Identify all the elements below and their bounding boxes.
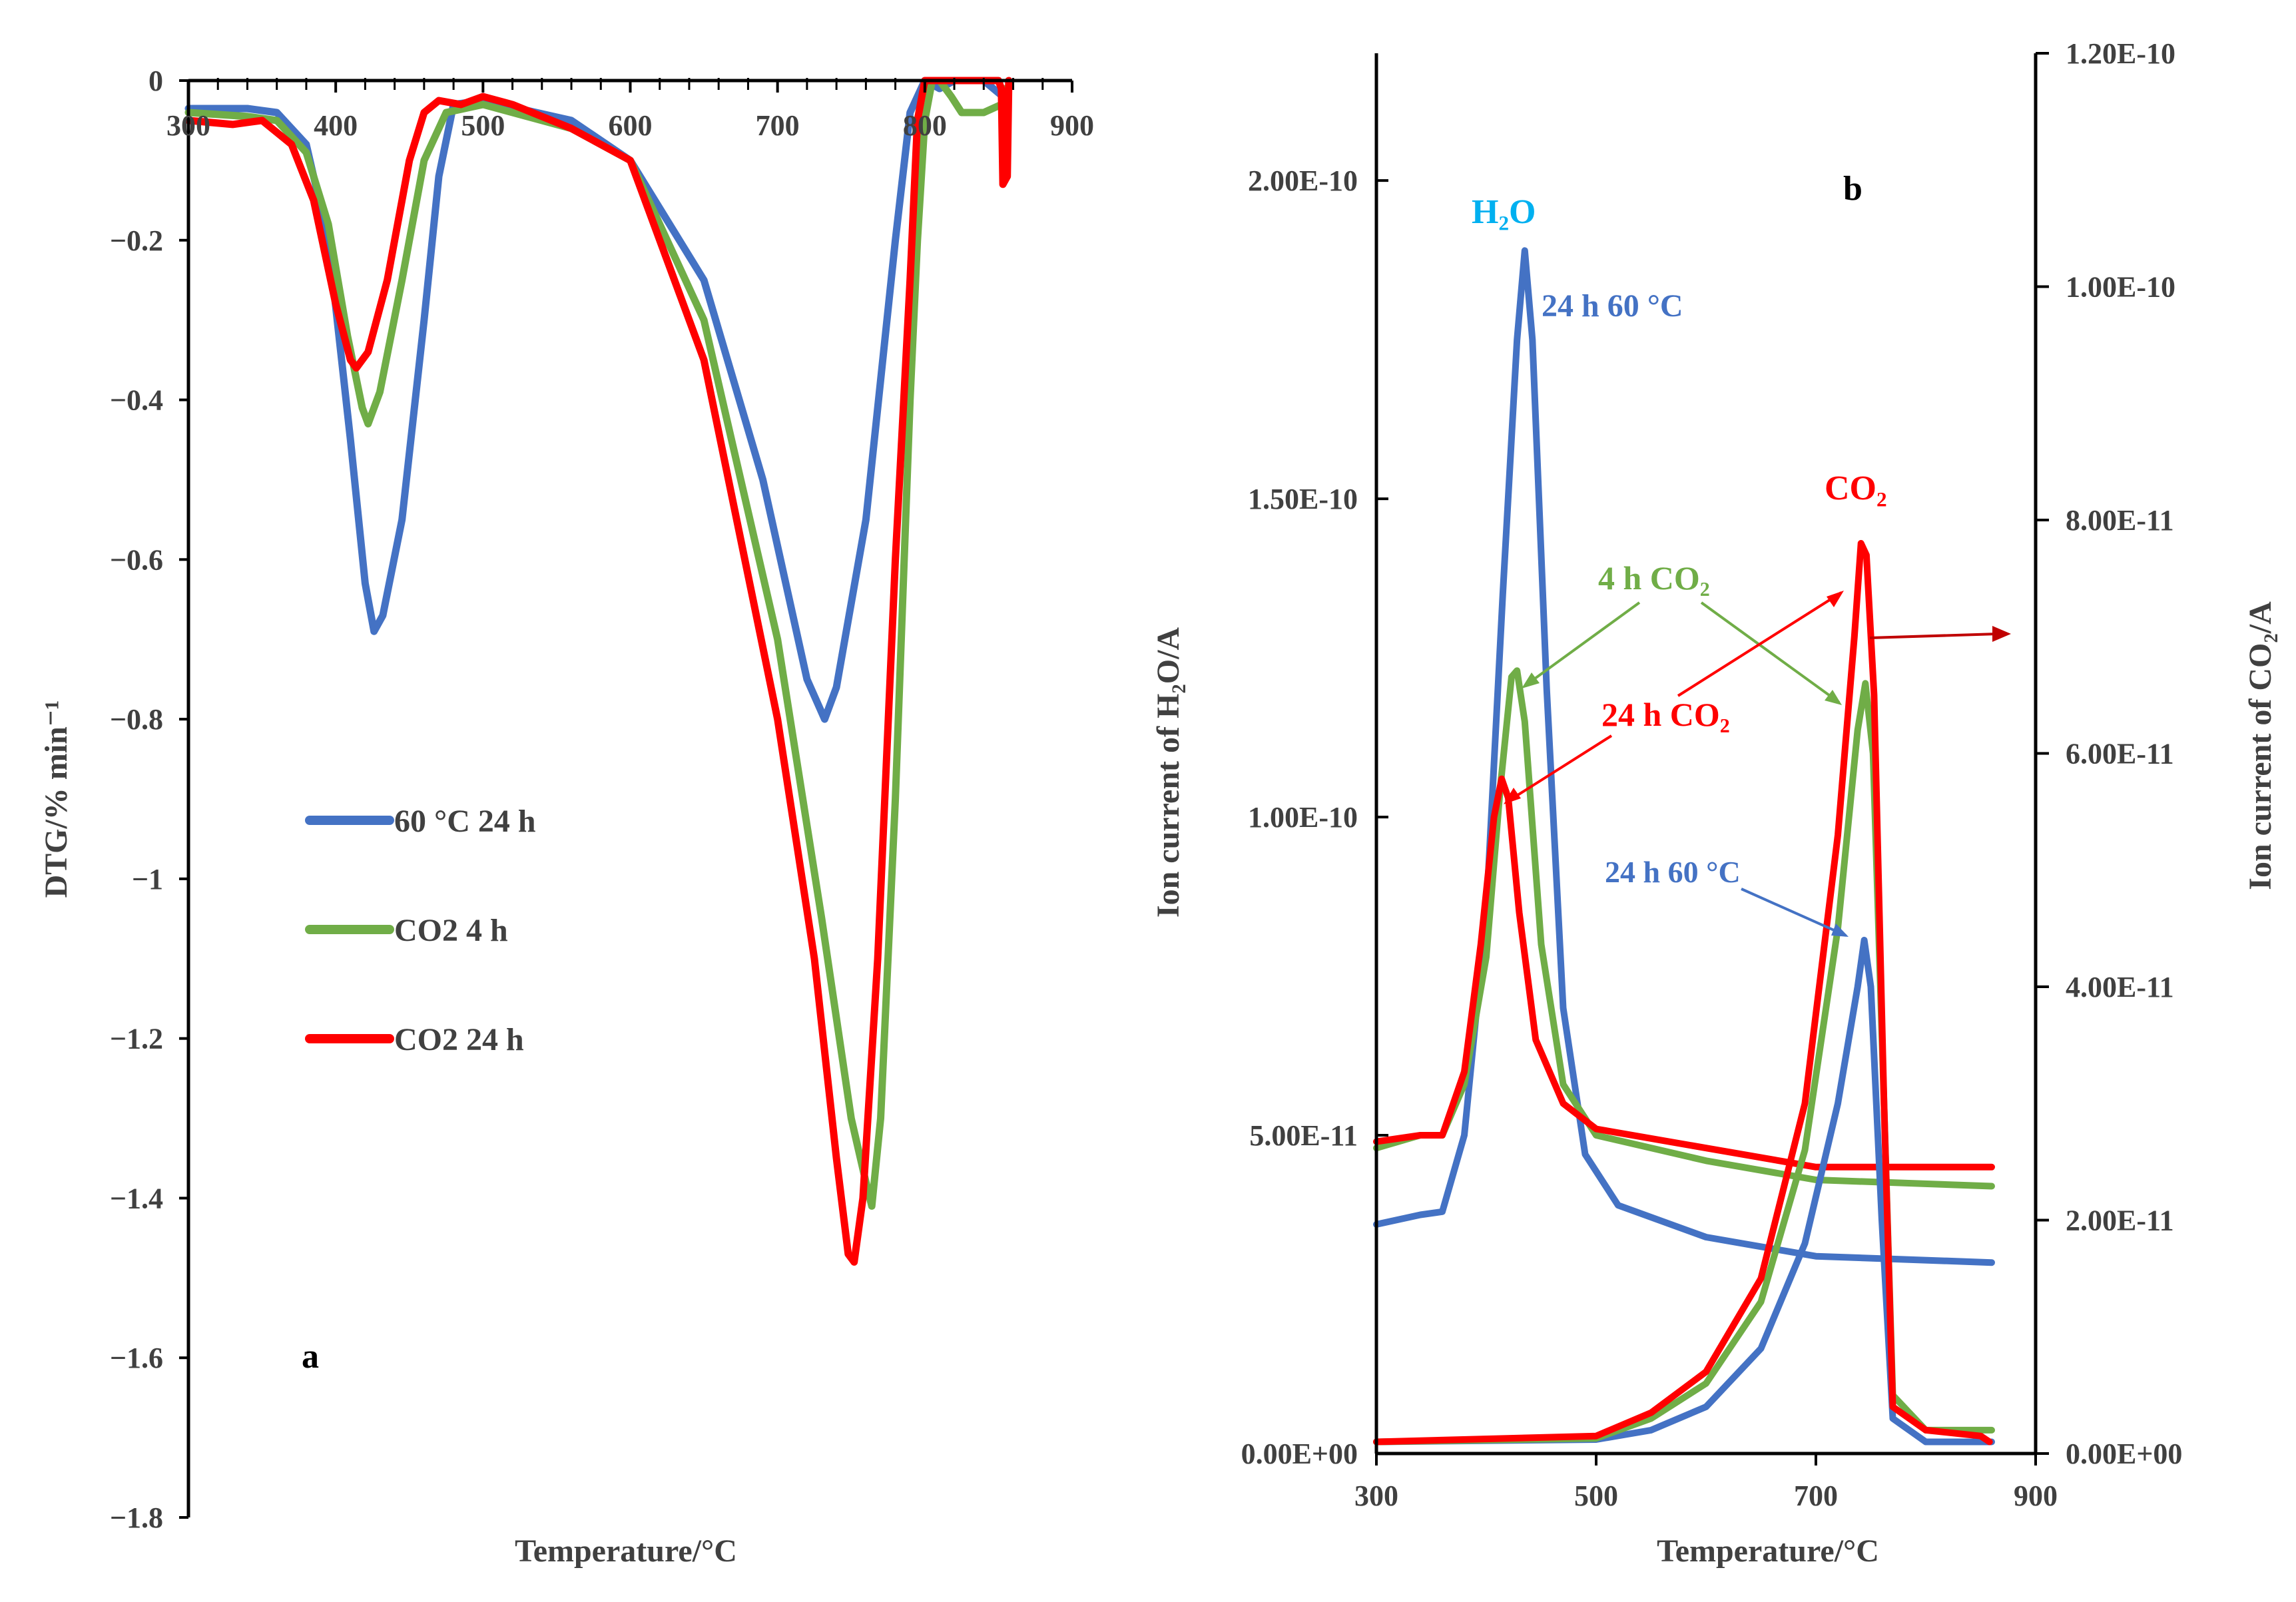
ion-current-series-line-5 xyxy=(1373,540,1993,1446)
arrowhead-green-co2 xyxy=(1825,690,1842,705)
panel-b-ion-current-chart: 0.00E+00 5.00E-11 1.00E-10 1.50E-10 2.00E-10… xyxy=(1151,37,2278,1569)
h2o-peak-label: H₂O xyxy=(1472,193,1536,231)
arrow-green-to-h2o-peak xyxy=(1524,601,1641,687)
panel-a-y-axis-title: DTG/% min⁻¹ xyxy=(39,700,74,898)
red-curve-label: 24 h CO₂ xyxy=(1601,696,1730,733)
ion-current-series-line-2 xyxy=(1373,775,1995,1171)
panel-a-label: a xyxy=(302,1338,319,1376)
blue-co2-curve-label: 24 h 60 °C xyxy=(1605,855,1741,889)
panel-b-right-tick-label: 8.00E-11 xyxy=(2066,504,2174,537)
panel-a-y-tick-label: −0.4 xyxy=(110,384,163,417)
panel-b-right-y-axis-title: Ion current of CO₂/A xyxy=(2243,601,2278,890)
blue-h2o-curve-label: 24 h 60 °C xyxy=(1542,288,1683,324)
panel-a-plot-area xyxy=(188,81,1072,1517)
arrowhead-right-axis xyxy=(1992,626,2011,642)
panel-b-label: b xyxy=(1843,170,1863,208)
panel-b-right-tick-label: 4.00E-11 xyxy=(2066,971,2174,1003)
panel-b-x-axis-title: Temperature/°C xyxy=(1657,1533,1879,1569)
dtg-series-line-0 xyxy=(184,77,1007,723)
arrowhead-blue-co2 xyxy=(1831,924,1849,937)
panel-a-y-tick-label: 0 xyxy=(148,65,163,97)
panel-a-x-axis-title: Temperature/°C xyxy=(515,1533,737,1569)
panel-b-left-tick-label: 0.00E+00 xyxy=(1241,1438,1358,1470)
panel-a-x-tick-label: 900 xyxy=(1050,109,1094,142)
co2-peak-label: CO₂ xyxy=(1825,469,1887,507)
panel-b-right-tick-label: 6.00E-11 xyxy=(2066,738,2174,770)
arrow-red-to-co2-peak xyxy=(1677,591,1843,697)
legend-label-green: CO2 4 h xyxy=(394,913,508,948)
panel-a-dtg-chart: 0 −0.2 −0.4 −0.6 −0.8 −1 −1.2 −1.4 −1.6 −1.8 300 40… xyxy=(39,65,1094,1569)
panel-a-y-tick-label: −1.8 xyxy=(110,1501,163,1534)
panel-a-y-tick-label: −0.6 xyxy=(110,543,163,576)
panel-b-left-tick-label: 2.00E-10 xyxy=(1248,164,1358,197)
legend-label-blue: 60 °C 24 h xyxy=(394,804,536,839)
panel-a-y-tick-label: −1.2 xyxy=(110,1023,163,1055)
panel-a-x-tick-label: 400 xyxy=(314,109,358,142)
panel-b-left-y-axis-title: Ion current of H₂O/A xyxy=(1151,627,1186,918)
panel-b-right-tick-label: 1.00E-10 xyxy=(2066,271,2175,304)
arrow-red-to-h2o-peak xyxy=(1505,734,1613,804)
panel-a-x-tick-label: 800 xyxy=(903,109,947,142)
arrowhead-green-h2o xyxy=(1522,672,1540,688)
panel-b-right-tick-label: 1.20E-10 xyxy=(2066,37,2175,70)
panel-b-right-tick-label: 2.00E-11 xyxy=(2066,1204,2174,1237)
ion-current-series-line-0 xyxy=(1373,247,1995,1266)
panel-b-left-tick-label: 1.50E-10 xyxy=(1248,483,1358,515)
panel-b-right-tick-label: 0.00E+00 xyxy=(2066,1438,2182,1470)
panel-b-x-tick-label: 700 xyxy=(1794,1479,1838,1512)
panel-b-left-tick-label: 1.00E-10 xyxy=(1248,801,1358,834)
arrow-green-to-co2-peak xyxy=(1700,601,1841,704)
arrowhead-red-h2o xyxy=(1504,788,1521,804)
panel-b-x-tick-label: 300 xyxy=(1354,1479,1398,1512)
panel-a-y-tick-label: −0.2 xyxy=(110,224,163,257)
panel-b-annotation-arrows xyxy=(1504,591,2011,937)
panel-a-y-tick-label: −1.6 xyxy=(110,1342,163,1374)
arrow-co2-to-right-axis xyxy=(1869,633,1998,639)
panel-a-y-tick-label: −0.8 xyxy=(110,703,163,736)
panel-a-y-tick-label: −1.4 xyxy=(110,1182,163,1214)
legend-label-red: CO2 24 h xyxy=(394,1022,524,1057)
panel-a-legend: 60 °C 24 h CO2 4 h CO2 24 h xyxy=(305,804,536,1057)
panel-b-x-tick-label: 900 xyxy=(2014,1479,2058,1512)
panel-a-x-tick-label: 500 xyxy=(461,109,505,142)
panel-a-x-tick-label: 700 xyxy=(756,109,800,142)
arrowhead-red-co2 xyxy=(1827,591,1844,607)
panel-a-x-tick-label: 600 xyxy=(609,109,653,142)
panel-b-left-tick-label: 5.00E-11 xyxy=(1249,1119,1358,1152)
arrow-blue-to-co2-peak xyxy=(1741,888,1847,937)
panel-a-x-tick-label: 300 xyxy=(166,109,210,142)
panel-a-y-tick-label: −1 xyxy=(132,863,163,896)
green-curve-label: 4 h CO₂ xyxy=(1598,559,1710,597)
panel-b-x-tick-label: 500 xyxy=(1574,1479,1618,1512)
